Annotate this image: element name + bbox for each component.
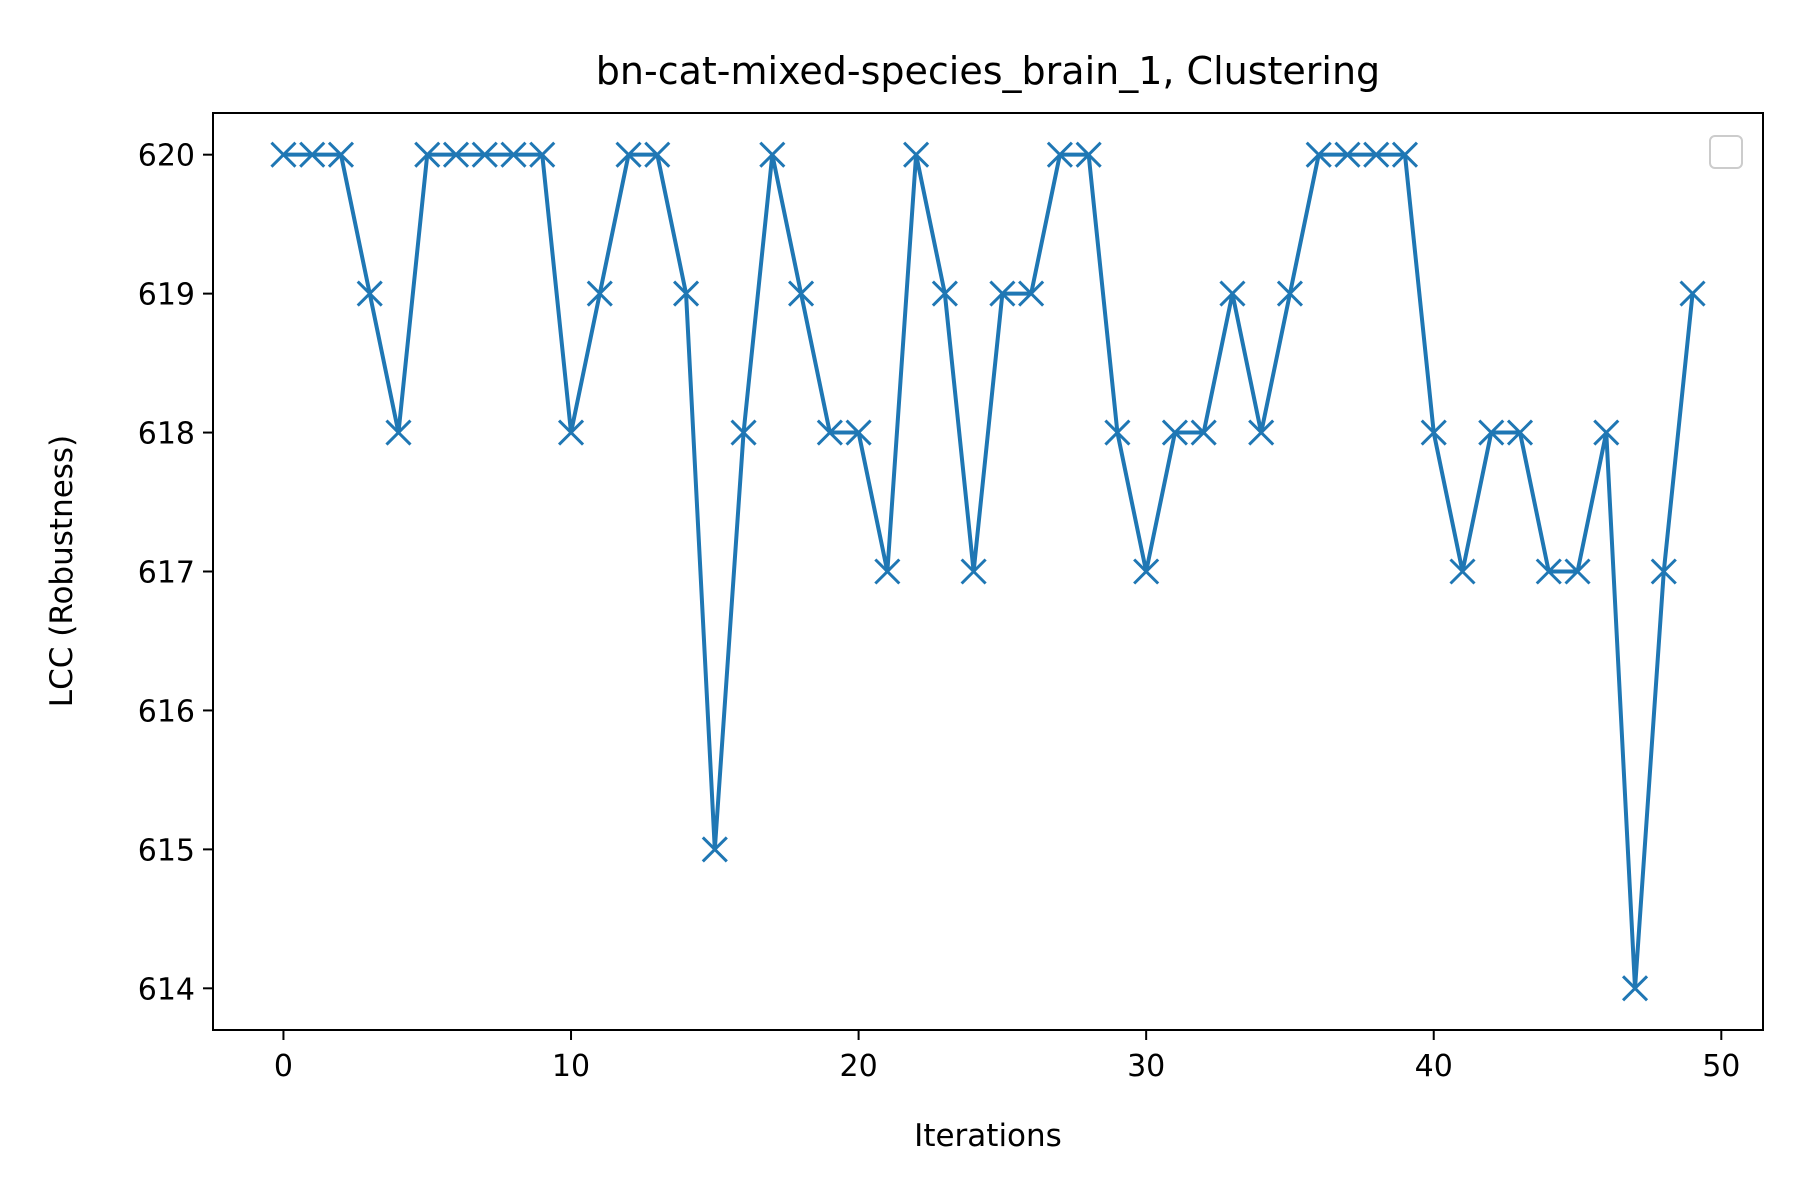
data-point-marker [759,141,786,168]
y-tick-label: 619 [138,278,195,313]
legend-box [1709,135,1743,169]
data-point-marker [1046,141,1073,168]
y-tick-label: 615 [138,833,195,868]
data-point-marker [989,280,1016,307]
data-point-marker [1420,419,1447,446]
data-point-marker [1593,419,1620,446]
data-point-marker [529,141,556,168]
chart-title: bn-cat-mixed-species_brain_1, Clustering [596,49,1380,93]
y-tick-label: 620 [138,139,195,174]
data-point-marker [1075,141,1102,168]
data-point-marker [1190,419,1217,446]
series-line [283,152,1695,991]
data-point-marker [615,141,642,168]
y-axis-ticks: 614 615 616 617 618 619 620 [138,139,213,1007]
x-axis-ticks: 0 10 20 30 40 50 [274,1030,1740,1084]
data-point-marker [1679,280,1706,307]
y-axis-label: LCC (Robustness) [44,435,80,707]
data-point-marker [816,419,843,446]
x-tick-label: 0 [274,1049,293,1084]
data-point-marker [931,280,958,307]
plot-area [270,141,1706,1002]
x-tick-label: 40 [1415,1049,1453,1084]
data-point-marker [874,558,901,585]
data-point-marker [557,419,585,446]
y-tick-label: 614 [138,972,195,1007]
data-point-marker [1564,558,1591,585]
x-tick-label: 30 [1127,1049,1165,1084]
data-point-marker [1248,419,1275,446]
x-tick-label: 10 [552,1049,590,1084]
data-point-marker [1219,280,1246,307]
data-point-marker [414,141,441,168]
data-point-marker [356,280,383,307]
data-point-marker [1650,558,1677,585]
y-tick-label: 617 [138,556,195,591]
data-point-marker [471,141,498,168]
data-point-marker [500,141,527,168]
data-point-marker [1449,558,1476,585]
data-point-marker [1506,419,1534,446]
data-point-marker [442,141,470,168]
data-point-marker [672,280,700,307]
data-point-marker [788,280,815,307]
x-tick-label: 50 [1702,1049,1740,1084]
data-point-marker [327,141,355,168]
data-point-marker [960,558,987,585]
data-point-marker [1535,558,1562,585]
data-point-marker [1104,419,1131,446]
data-point-marker [385,419,412,446]
data-point-marker [1161,419,1188,446]
data-point-marker [1621,975,1649,1002]
data-point-marker [1334,141,1361,168]
data-point-marker [586,280,613,307]
data-point-marker [1133,558,1160,585]
data-point-marker [1018,280,1045,307]
data-point-marker [1305,141,1332,168]
data-point-marker [1363,141,1390,168]
data-point-marker [1391,141,1419,168]
data-point-marker [299,141,326,168]
data-point-marker [701,836,728,863]
x-tick-label: 20 [839,1049,877,1084]
data-point-marker [644,141,671,168]
data-point-marker [1276,280,1304,307]
y-tick-label: 616 [138,694,195,729]
data-point-marker [1478,419,1505,446]
data-point-marker [730,419,757,446]
data-point-marker [903,141,930,168]
y-tick-label: 618 [138,417,195,452]
data-point-marker [845,419,872,446]
data-point-marker [270,141,297,168]
x-axis-label: Iterations [914,1118,1062,1154]
